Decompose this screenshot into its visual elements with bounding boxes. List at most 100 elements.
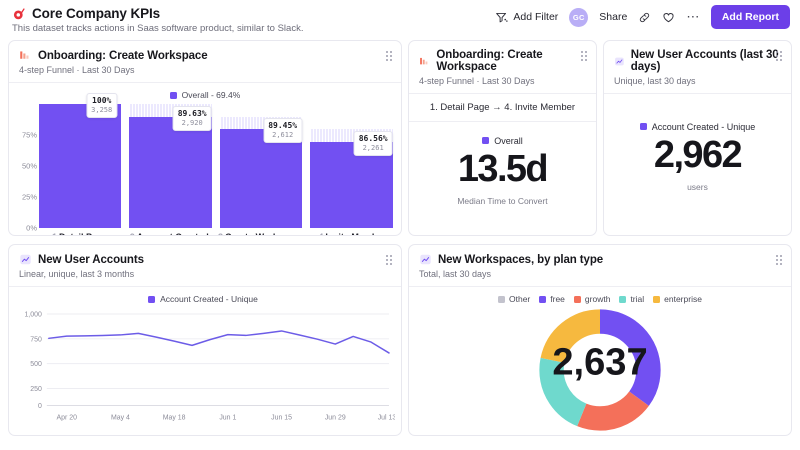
more-options-icon[interactable]: ⋯ [686, 9, 700, 24]
funnel-bar[interactable]: 89.45% 2,612 [219, 104, 303, 228]
card-subtitle: Total, last 30 days [418, 269, 492, 279]
bar-percent: 89.63% [177, 108, 207, 118]
x-tick: Jun 29 [325, 414, 346, 421]
header-actions: Add Filter GC Share ⋯ Add Report [495, 5, 790, 29]
legend-label: Overall - 69.4% [181, 90, 241, 100]
x-tick: Jun 15 [271, 414, 292, 421]
y-tick: 750 [30, 336, 42, 343]
card-median-conversion: Onboarding: Create Workspace 4-step Funn… [407, 40, 597, 236]
heart-icon[interactable] [662, 11, 675, 24]
y-tick: 25% [21, 192, 37, 202]
line-chart-icon [420, 254, 431, 265]
funnel-legend: Overall - 69.4% [9, 83, 401, 100]
card-subtitle: Linear, unique, last 3 months [19, 269, 135, 279]
conversion-kpi: Overall 13.5d Median Time to Convert [409, 122, 596, 235]
card-new-user-accounts-trend: New User Accounts Linear, unique, last 3… [8, 244, 402, 436]
legend-swatch [573, 295, 581, 303]
card-new-workspaces-by-plan: New Workspaces, by plan type Total, last… [407, 244, 792, 436]
funnel-bar[interactable]: 100% 3,258 [39, 93, 122, 228]
card-header: New User Accounts Linear, unique, last 3… [9, 245, 401, 287]
card-title: Onboarding: Create Workspace [38, 49, 208, 62]
card-title: New User Accounts [38, 253, 144, 266]
y-tick: 0% [26, 223, 37, 233]
legend-swatch [639, 123, 647, 130]
y-tick: 500 [30, 361, 42, 368]
donut-slice-enterprise[interactable] [539, 308, 661, 431]
donut-slice-trial[interactable] [539, 308, 661, 431]
add-filter-button[interactable]: Add Filter [495, 11, 558, 24]
legend-item-free[interactable]: free [539, 294, 565, 304]
link-icon[interactable] [638, 11, 651, 24]
dashboard-grid: Onboarding: Create Workspace 4-step Funn… [0, 40, 800, 436]
line-chart-plot: 1,000 750 500 250 0 Apr 20 May 4 May 18 … [24, 311, 395, 421]
bar-count: 2,261 [362, 143, 384, 152]
y-tick: 50% [21, 161, 37, 171]
donut-center-value: 2,637 [552, 341, 647, 383]
kpi-value: 13.5d [457, 147, 549, 190]
bar-count: 2,920 [181, 118, 203, 127]
step-number: 3 [218, 232, 223, 235]
drag-handle-icon[interactable] [385, 255, 392, 265]
bar-percent: 86.56% [358, 133, 388, 143]
legend-label: growth [584, 294, 611, 304]
line-y-axis: 1,000 750 500 250 0 [24, 311, 42, 410]
avatar[interactable]: GC [569, 7, 589, 27]
bar-count: 3,258 [91, 106, 113, 114]
legend-label: Account Created - Unique [160, 294, 258, 304]
legend-label: trial [630, 294, 645, 304]
drag-handle-icon[interactable] [776, 255, 782, 265]
share-button[interactable]: Share [599, 11, 627, 23]
funnel-step-label: 1Detail Page [39, 232, 121, 235]
dashboard-row-top: Onboarding: Create Workspace 4-step Funn… [8, 40, 792, 236]
add-report-button[interactable]: Add Report [710, 5, 790, 29]
line-chart-icon [615, 57, 624, 65]
page-title: Core Company KPIs [32, 6, 161, 21]
line-legend: Account Created - Unique [11, 287, 395, 304]
card-onboarding-funnel: Onboarding: Create Workspace 4-step Funn… [8, 40, 402, 236]
drag-handle-icon[interactable] [385, 51, 392, 61]
funnel-bar[interactable]: 89.63% 2,920 [129, 104, 212, 228]
kpi-value: 2,962 [653, 133, 743, 176]
legend-item-other[interactable]: Other [498, 294, 530, 304]
legend-swatch [148, 295, 156, 303]
line-chart: Account Created - Unique 1,000 750 500 [9, 287, 401, 435]
card-new-user-accounts-kpi: New User Accounts (last 30 days) Unique,… [602, 40, 792, 236]
filter-icon [496, 12, 508, 22]
step-number: 1 [52, 232, 57, 235]
legend-label: Other [509, 294, 531, 304]
accounts-kpi: Account Created - Unique 2,962 users [604, 94, 791, 235]
legend-label: Account Created - Unique [651, 121, 756, 132]
legend-swatch [653, 295, 661, 303]
legend-item-enterprise[interactable]: enterprise [653, 294, 702, 304]
funnel-step-label: 4Invite Member [311, 232, 393, 235]
x-tick: Jul 13 [378, 414, 395, 421]
drag-handle-icon[interactable] [580, 51, 587, 61]
legend-item-trial[interactable]: trial [619, 294, 644, 304]
drag-handle-icon[interactable] [775, 51, 782, 61]
page-subtitle: This dataset tracks actions in Saas soft… [12, 23, 304, 34]
bar-count: 2,612 [272, 130, 294, 139]
share-label: Share [599, 11, 628, 23]
funnel-plot: 75% 50% 25% 0% 100% 3,258 [9, 93, 401, 233]
donut-slice-growth[interactable] [539, 308, 661, 431]
card-header: New Workspaces, by plan type Total, last… [408, 245, 791, 287]
y-tick: 0 [38, 403, 42, 410]
conversion-path: 1. Detail Page → 4. Invite Member [408, 94, 596, 122]
step-text: Create Workspace [225, 232, 303, 235]
card-title: New Workspaces, by plan type [437, 253, 604, 266]
card-subtitle: Unique, last 30 days [613, 76, 696, 86]
legend-swatch [619, 295, 627, 303]
card-header: Onboarding: Create Workspace 4-step Funn… [9, 41, 401, 83]
step-text: Account Created [137, 232, 209, 235]
funnel-bars-icon [20, 51, 29, 59]
funnel-x-axis: 1Detail Page 2Account Created 3Create Wo… [9, 228, 401, 235]
add-filter-label: Add Filter [513, 11, 559, 23]
app-header: Core Company KPIs This dataset tracks ac… [0, 0, 800, 40]
funnel-chart: Overall - 69.4% 75% 50% 25% 0% 100% [9, 83, 401, 235]
y-tick: 1,000 [24, 311, 42, 318]
funnel-bar[interactable]: 86.56% 2,261 [310, 104, 393, 228]
funnel-y-axis: 75% 50% 25% 0% [13, 104, 39, 233]
bar-percent: 89.45% [268, 120, 298, 130]
legend-item-growth[interactable]: growth [573, 294, 611, 304]
donut-svg: 2,637 [539, 308, 661, 431]
